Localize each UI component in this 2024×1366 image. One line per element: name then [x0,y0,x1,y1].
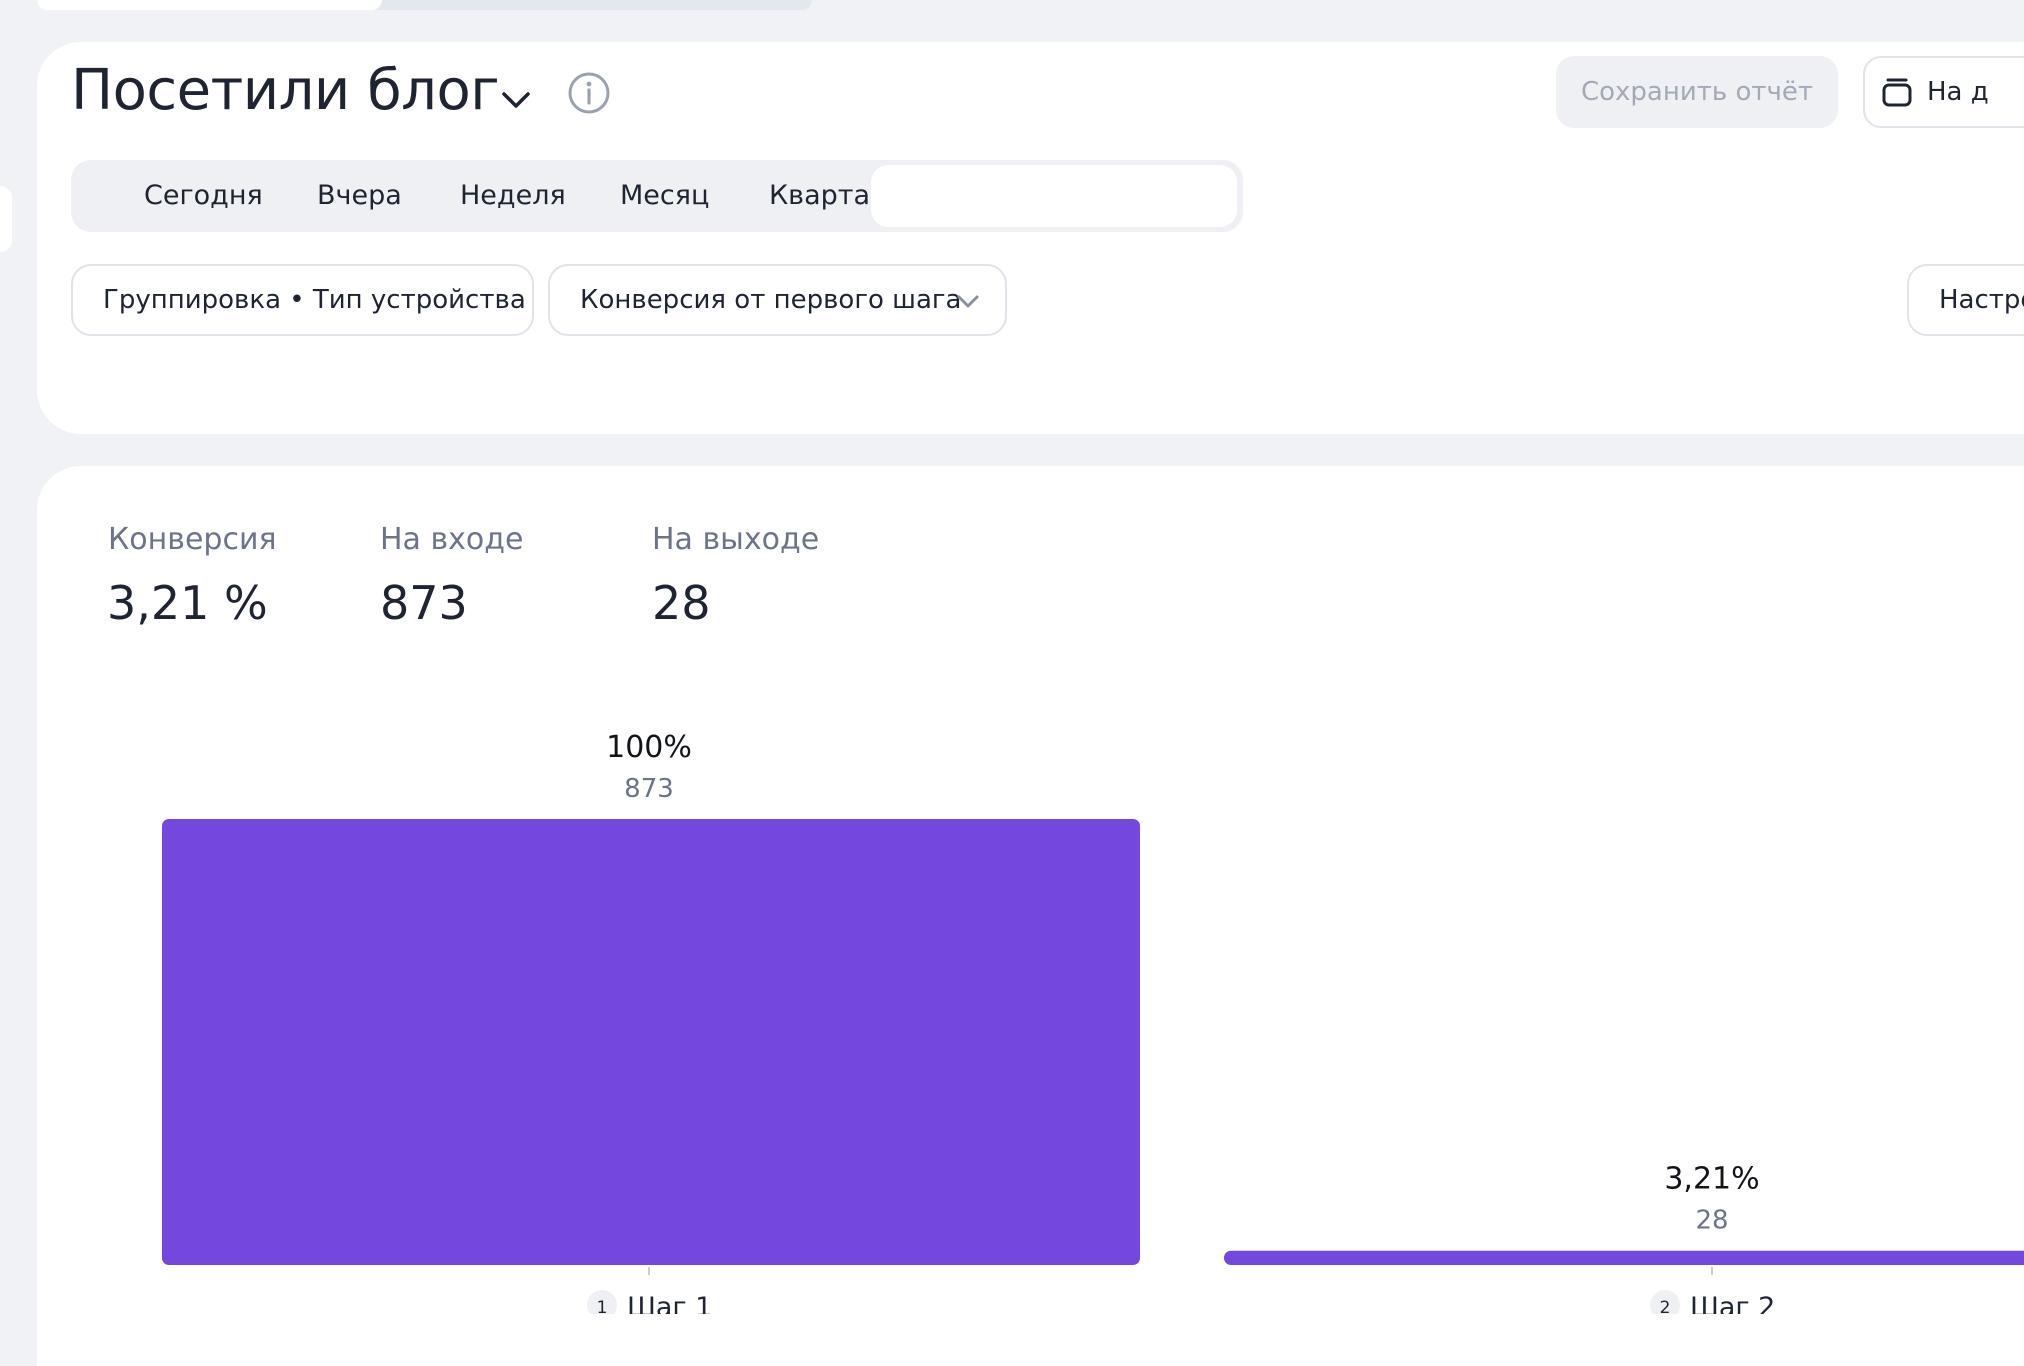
bar-percent-label: 3,21% [1664,1162,1759,1197]
page-title: Посетили блог [71,58,500,123]
metric-conversion-value: 3,21 % [107,576,268,630]
add-to-dashboard-label: На д [1927,77,1989,107]
period-tab-yesterday[interactable]: Вчера [317,180,402,211]
grouping-chip[interactable]: Группировка • Тип устройства [71,264,534,336]
period-tab-month[interactable]: Месяц [620,180,710,211]
bar-value-label: 873 [624,774,674,804]
conversion-mode-label: Конверсия от первого шага [580,285,962,315]
period-tab-today[interactable]: Сегодня [144,180,263,211]
grouping-chip-label: Группировка • Тип устройства [103,285,526,315]
bar-value-label: 28 [1695,1206,1728,1236]
metric-entry-value: 873 [380,576,468,630]
tab-strip [37,0,812,10]
period-tab-week[interactable]: Неделя [460,180,566,211]
conversion-mode-dropdown[interactable]: Конверсия от первого шага [548,264,1007,336]
metric-exit-value: 28 [652,576,711,630]
period-tab-quarter[interactable]: Квартал [769,180,888,211]
bar-percent-label: 100% [606,730,692,765]
metric-entry-label: На входе [380,522,524,557]
info-icon[interactable] [566,70,612,116]
step-label: Шаг 1 [627,1292,712,1314]
period-custom-range[interactable] [871,165,1237,227]
metric-conversion-label: Конверсия [108,522,277,557]
period-selector: Сегодня Вчера Неделя Месяц Квартал [71,160,1243,232]
chevron-down-icon [957,295,979,308]
funnel-chart: 100% 873 1 Шаг 1 3,21% 28 2 Шаг 2 [162,730,2024,1314]
chevron-down-icon[interactable] [494,78,538,122]
settings-button[interactable]: Настро [1907,264,2024,336]
step-label: Шаг 2 [1690,1292,1775,1314]
tab-strip-active[interactable] [37,0,382,10]
step-number: 2 [1660,1298,1671,1314]
step-number: 1 [597,1298,608,1314]
add-to-dashboard-button[interactable]: На д [1863,56,2024,128]
dashboard-icon [1882,78,1912,107]
settings-button-label: Настро [1939,285,2024,315]
step-number-badge [1650,1290,1680,1314]
funnel-bar[interactable] [162,819,1140,1265]
save-report-button[interactable]: Сохранить отчёт [1556,56,1838,128]
step-number-badge [587,1290,617,1314]
funnel-bar[interactable] [1224,1250,2024,1265]
sidebar-edge [0,186,12,252]
metric-exit-label: На выходе [652,522,820,557]
